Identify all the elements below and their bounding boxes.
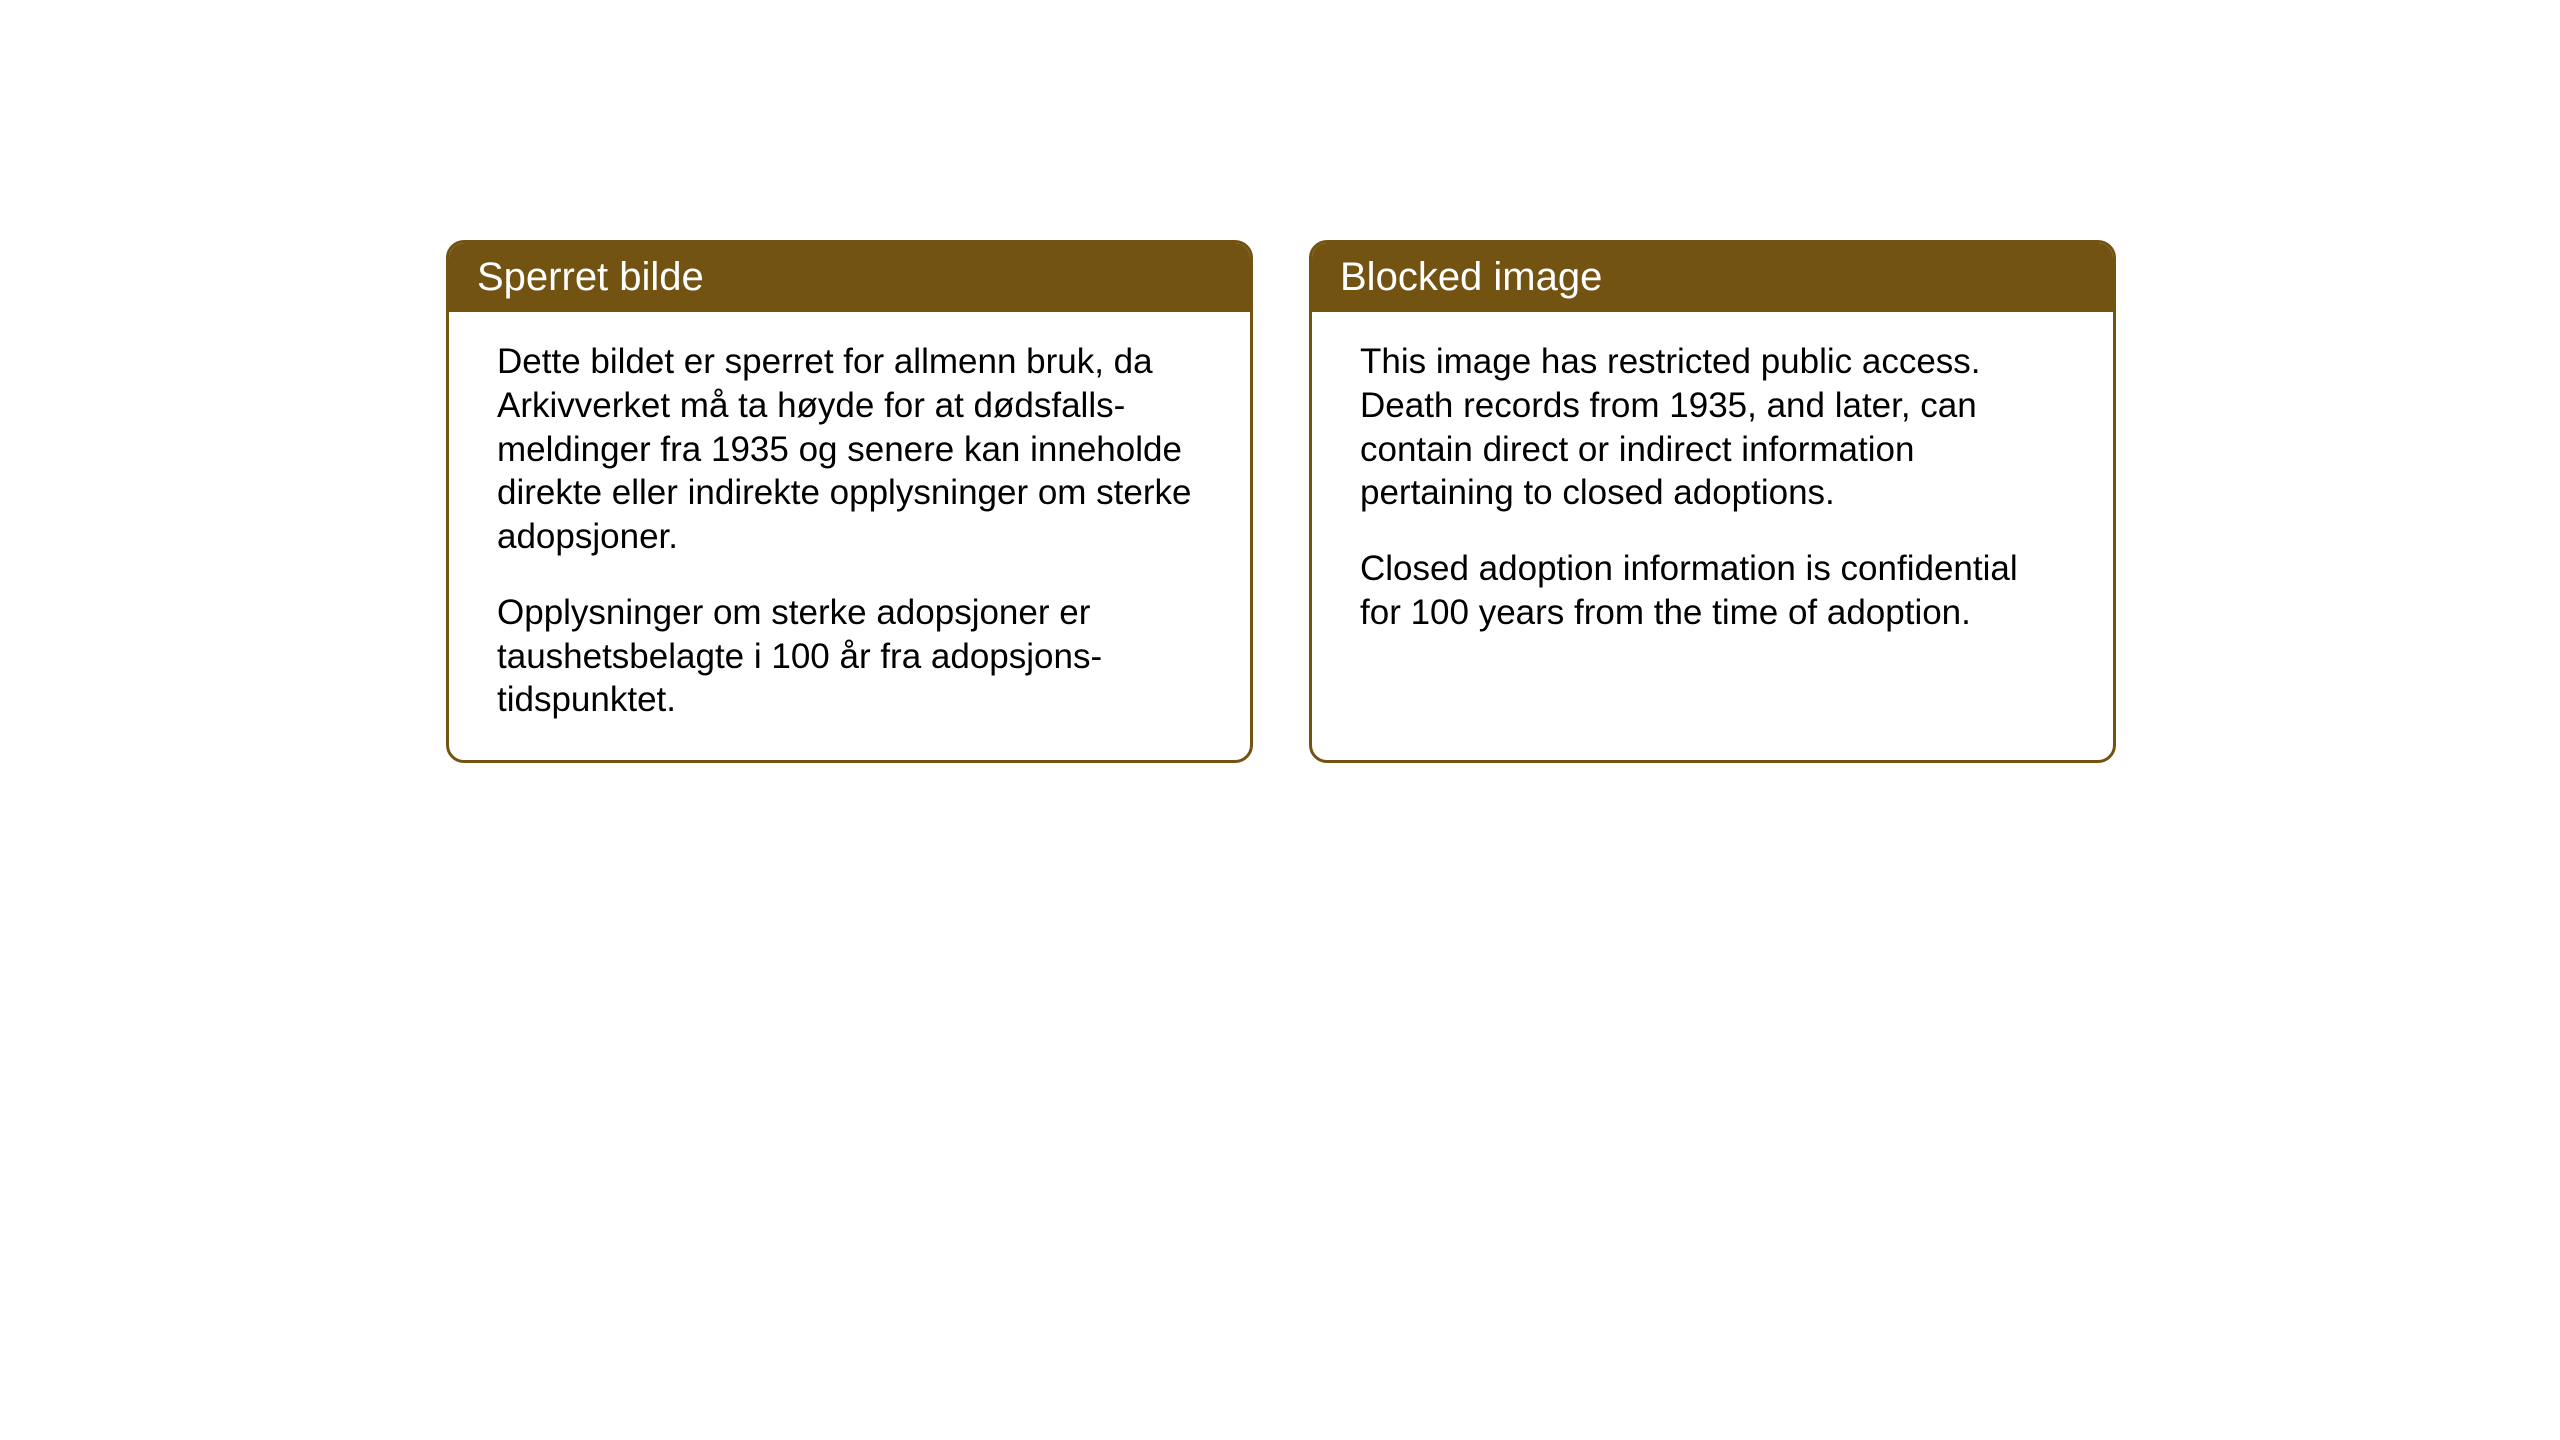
card-paragraph: This image has restricted public access.… [1360, 340, 2065, 515]
card-body-norwegian: Dette bildet er sperret for allmenn bruk… [449, 312, 1250, 760]
card-paragraph: Dette bildet er sperret for allmenn bruk… [497, 340, 1202, 559]
card-header-english: Blocked image [1312, 243, 2113, 312]
cards-container: Sperret bilde Dette bildet er sperret fo… [446, 240, 2116, 763]
card-title-english: Blocked image [1340, 255, 1602, 299]
card-body-english: This image has restricted public access.… [1312, 312, 2113, 673]
card-title-norwegian: Sperret bilde [477, 255, 704, 299]
card-paragraph: Opplysninger om sterke adopsjoner er tau… [497, 591, 1202, 722]
card-paragraph: Closed adoption information is confident… [1360, 547, 2065, 635]
card-norwegian: Sperret bilde Dette bildet er sperret fo… [446, 240, 1253, 763]
card-header-norwegian: Sperret bilde [449, 243, 1250, 312]
card-english: Blocked image This image has restricted … [1309, 240, 2116, 763]
